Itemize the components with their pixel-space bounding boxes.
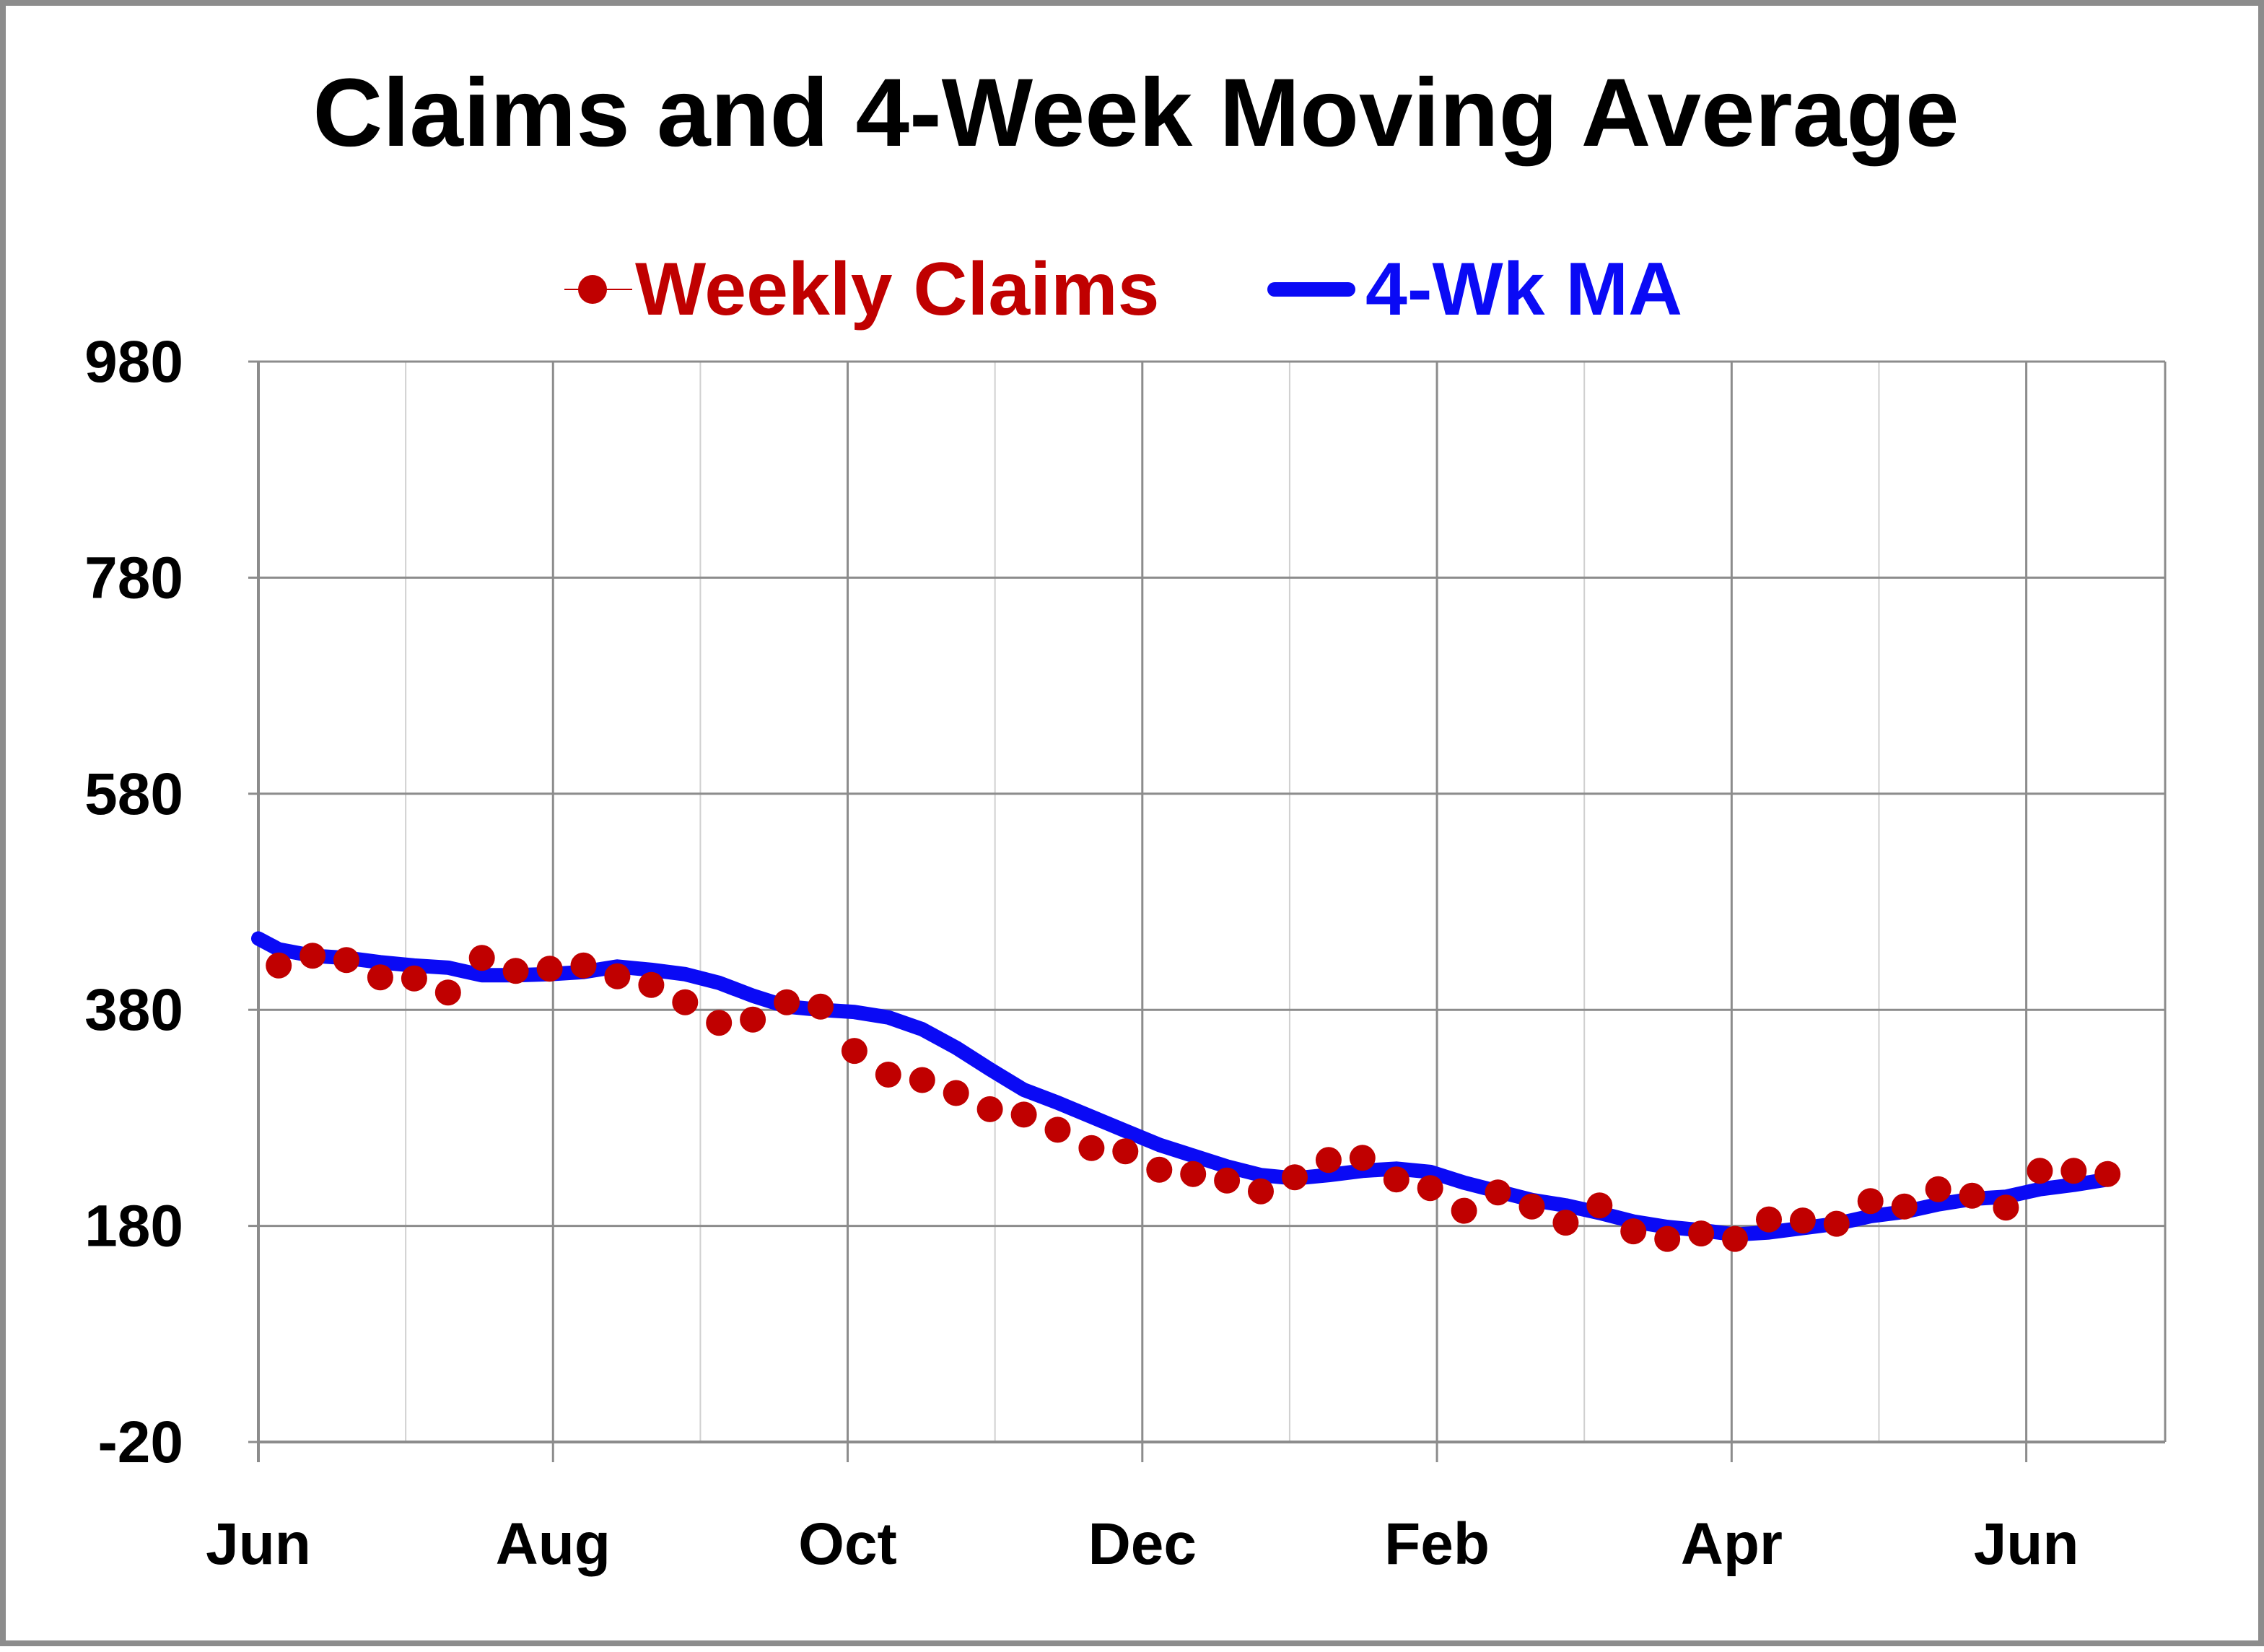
moving-average-line	[251, 931, 2115, 1242]
claims-point	[1959, 1182, 1985, 1209]
claims-point	[1248, 1178, 1274, 1205]
claims-point	[1214, 1167, 1241, 1194]
legend-ma-label: 4-Wk MA	[1365, 248, 1682, 331]
plot-area: 980 780 580 380 180 -20 Jun Aug Oct Dec Feb Apr Jun	[84, 329, 2167, 1577]
x-tick-label: Jun	[206, 1511, 311, 1577]
claims-point	[468, 945, 495, 971]
x-tick-labels: Jun Aug Oct Dec Feb Apr Jun	[206, 1511, 2079, 1577]
claims-point	[367, 964, 393, 991]
claims-point	[1146, 1156, 1173, 1183]
claims-point	[1688, 1220, 1715, 1247]
claims-point	[266, 952, 292, 979]
legend: Weekly Claims 4-Wk MA	[564, 248, 1682, 331]
claims-point	[1044, 1116, 1071, 1143]
claims-point	[672, 989, 699, 1015]
x-tick-label: Aug	[496, 1511, 611, 1577]
claims-point	[1383, 1166, 1409, 1193]
claims-point	[2060, 1158, 2087, 1184]
claims-point	[1789, 1207, 1816, 1234]
claims-moving-average-chart: Claims and 4-Week Moving Average Weekly …	[84, 59, 2167, 1577]
claims-point	[1180, 1161, 1207, 1187]
claims-point	[1857, 1188, 1884, 1215]
claims-point	[774, 989, 800, 1015]
weekly-claims-series	[266, 943, 2121, 1252]
claims-point	[1451, 1197, 1477, 1224]
claims-point	[1756, 1206, 1782, 1233]
claims-point	[2094, 1161, 2121, 1187]
claims-point	[875, 1062, 901, 1088]
claims-point	[333, 947, 359, 974]
claims-point	[638, 971, 665, 998]
claims-point	[1417, 1175, 1443, 1202]
claims-point	[1552, 1210, 1579, 1236]
claims-point	[434, 979, 461, 1006]
claims-point	[1485, 1179, 1511, 1206]
claims-point	[1823, 1210, 1850, 1237]
claims-point	[943, 1080, 969, 1106]
claims-point	[1925, 1176, 1952, 1202]
y-tick-label: 780	[84, 545, 183, 611]
claims-point	[1586, 1192, 1613, 1219]
axes	[248, 360, 2165, 1462]
claims-point	[2027, 1158, 2053, 1184]
legend-claims-label: Weekly Claims	[635, 248, 1159, 331]
legend-claims-marker	[578, 275, 607, 304]
claims-point	[502, 958, 529, 984]
claims-point	[570, 952, 597, 979]
claims-point	[401, 965, 427, 992]
y-tick-label: -20	[97, 1410, 183, 1475]
x-tick-label: Dec	[1088, 1511, 1197, 1577]
x-tick-label: Apr	[1681, 1511, 1783, 1577]
chart-title: Claims and 4-Week Moving Average	[312, 59, 1959, 167]
claims-point	[1282, 1164, 1308, 1191]
claims-point	[841, 1038, 867, 1065]
claims-point	[808, 993, 834, 1020]
grid	[257, 360, 2167, 1442]
moving-average-series	[251, 931, 2115, 1242]
y-tick-label: 980	[84, 329, 183, 395]
claims-point	[1993, 1194, 2019, 1221]
y-tick-labels: 980 780 580 380 180 -20	[84, 329, 183, 1475]
claims-point	[740, 1006, 766, 1033]
claims-point	[1112, 1138, 1139, 1165]
x-tick-label: Jun	[1974, 1511, 2079, 1577]
claims-point	[976, 1096, 1003, 1122]
claims-point	[1078, 1135, 1105, 1161]
claims-point	[1722, 1225, 1748, 1252]
claims-point	[1518, 1193, 1545, 1220]
claims-point	[1315, 1147, 1342, 1174]
claims-point	[706, 1010, 733, 1036]
claims-point	[1891, 1193, 1918, 1220]
claims-point	[1349, 1145, 1376, 1171]
y-tick-label: 180	[84, 1194, 183, 1259]
claims-point	[1010, 1101, 1037, 1128]
claims-point	[604, 963, 631, 989]
y-tick-label: 380	[84, 977, 183, 1043]
claims-point	[909, 1067, 935, 1093]
x-tick-label: Feb	[1384, 1511, 1490, 1577]
claims-point	[1620, 1218, 1647, 1245]
claims-point	[536, 956, 563, 982]
y-tick-label: 580	[84, 761, 183, 827]
claims-point	[300, 943, 326, 969]
x-tick-label: Oct	[798, 1511, 897, 1577]
claims-point	[1654, 1225, 1681, 1252]
